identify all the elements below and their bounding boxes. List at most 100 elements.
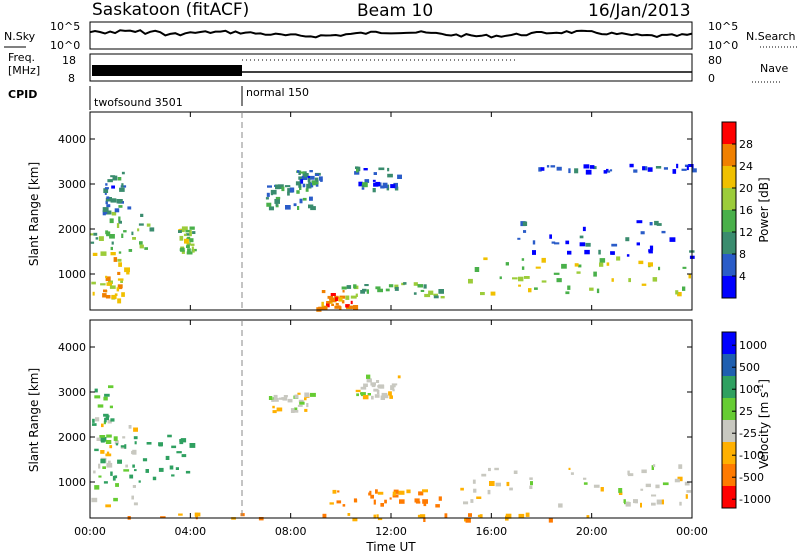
scatter-cell xyxy=(110,471,113,476)
scatter-cell xyxy=(122,436,126,439)
scatter-cell xyxy=(472,479,476,484)
scatter-cell xyxy=(304,408,308,412)
scatter-cell xyxy=(583,477,587,480)
scatter-cell xyxy=(274,395,278,400)
scatter-cell xyxy=(373,514,376,519)
scatter-cell xyxy=(579,242,586,247)
scatter-cell xyxy=(393,383,396,388)
scatter-cell xyxy=(651,465,654,470)
scatter-cell xyxy=(139,241,143,245)
scatter-cell xyxy=(265,197,269,200)
scatter-cell xyxy=(362,395,369,400)
scatter-cell xyxy=(322,513,327,519)
scatter-cell xyxy=(387,173,393,178)
scatter-cell xyxy=(306,403,309,408)
scatter-cell xyxy=(406,489,411,494)
scatter-cell xyxy=(106,204,111,208)
scatter-cell xyxy=(476,496,482,499)
y-tick-label: 3000 xyxy=(58,386,86,399)
scatter-cell xyxy=(364,284,369,287)
scatter-cell xyxy=(167,434,172,438)
scatter-cell xyxy=(98,475,102,478)
scatter-cell xyxy=(480,292,485,296)
scatter-cell xyxy=(275,184,280,190)
scatter-cell xyxy=(180,247,185,252)
scatter-cell xyxy=(468,278,473,284)
scatter-cell xyxy=(94,448,99,452)
beam-title: Beam 10 xyxy=(357,1,433,21)
scatter-cell xyxy=(541,280,547,283)
scatter-cell xyxy=(618,488,623,493)
scatter-cell xyxy=(347,513,351,516)
scatter-cell xyxy=(326,301,331,304)
scatter-cell xyxy=(387,167,390,172)
scatter-cell xyxy=(318,306,323,310)
scatter-cell xyxy=(428,290,434,295)
scatter-cell xyxy=(556,166,562,171)
scatter-cell xyxy=(346,285,352,289)
scatter-cell xyxy=(377,517,383,521)
scatter-cell xyxy=(118,220,122,224)
power-colorbar-tick-label: 16 xyxy=(739,204,753,217)
scatter-cell xyxy=(124,444,127,449)
scatter-cell xyxy=(146,442,152,445)
scatter-cell xyxy=(94,395,101,399)
scatter-cell xyxy=(102,466,106,469)
y-tick-label: 3000 xyxy=(58,178,86,191)
scatter-cell xyxy=(342,290,345,293)
scatter-cell xyxy=(303,173,309,178)
scatter-cell xyxy=(146,223,151,227)
power-colorbar-tick-label: 12 xyxy=(739,226,753,239)
scatter-cell xyxy=(95,237,99,240)
scatter-cell xyxy=(118,262,122,267)
scatter-cell xyxy=(100,251,107,256)
scatter-cell xyxy=(518,284,521,287)
scatter-cell xyxy=(529,485,533,489)
scatter-cell xyxy=(189,231,192,237)
scatter-cell xyxy=(521,258,525,261)
scatter-cell xyxy=(362,182,368,188)
scatter-cell xyxy=(440,296,445,299)
scatter-cell xyxy=(184,238,189,244)
scatter-cell xyxy=(551,241,556,244)
scatter-cell xyxy=(688,273,691,279)
scatter-cell xyxy=(423,517,426,522)
scatter-cell xyxy=(640,488,644,491)
scatter-cell xyxy=(158,442,163,446)
scatter-cell xyxy=(194,512,201,517)
velocity-colorbar-segment xyxy=(722,376,736,398)
scatter-cell xyxy=(651,502,656,506)
power-frame xyxy=(89,111,693,311)
scatter-cell xyxy=(309,170,313,173)
scatter-cell xyxy=(414,498,420,503)
scatter-cell xyxy=(266,192,270,197)
scatter-cell xyxy=(106,462,113,468)
scatter-cell xyxy=(583,482,588,485)
scatter-cell xyxy=(584,249,590,255)
scatter-cell xyxy=(444,513,448,518)
scatter-cell xyxy=(370,382,376,386)
scatter-cell xyxy=(103,413,109,417)
scatter-cell xyxy=(111,185,115,189)
scatter-cell xyxy=(578,264,582,268)
scatter-cell xyxy=(266,202,272,207)
power-colorbar-segment xyxy=(722,276,736,298)
scatter-cell xyxy=(110,418,115,422)
scatter-cell xyxy=(289,187,295,193)
scatter-cell xyxy=(341,286,347,290)
scatter-cell xyxy=(307,178,311,183)
scatter-cell xyxy=(336,500,342,504)
scatter-cell xyxy=(422,489,428,493)
velocity-scatter-cells xyxy=(91,374,692,523)
power-colorbar-segment xyxy=(722,144,736,166)
scatter-cell xyxy=(599,258,606,263)
scatter-cell xyxy=(417,284,423,288)
scatter-cell xyxy=(355,166,359,169)
scatter-cell xyxy=(181,249,185,254)
scatter-cell xyxy=(345,295,350,300)
scatter-cell xyxy=(189,226,195,230)
scatter-cell xyxy=(682,286,686,291)
scatter-cell xyxy=(133,427,138,432)
scatter-cell xyxy=(115,483,119,487)
scatter-cell xyxy=(576,271,581,274)
